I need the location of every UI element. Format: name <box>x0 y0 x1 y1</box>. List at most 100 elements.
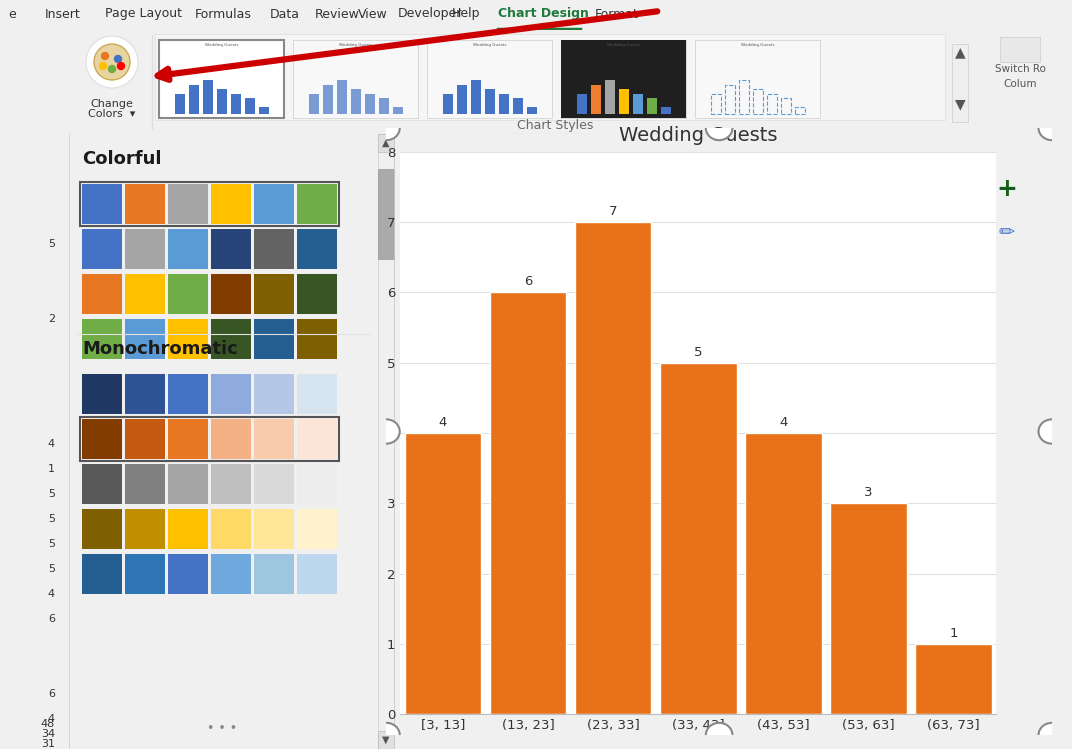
Bar <box>80 182 339 226</box>
Bar <box>766 94 777 114</box>
Circle shape <box>115 55 121 62</box>
Bar <box>297 274 337 314</box>
Bar <box>254 274 294 314</box>
Bar <box>259 107 269 114</box>
Text: 5: 5 <box>48 564 55 574</box>
Bar <box>125 274 165 314</box>
Bar <box>527 107 537 114</box>
Bar <box>952 44 968 122</box>
Bar <box>81 184 122 224</box>
Bar <box>297 509 337 549</box>
Bar <box>427 40 552 118</box>
Circle shape <box>94 44 130 80</box>
Text: Monochromatic: Monochromatic <box>81 340 238 358</box>
Text: Format: Format <box>595 7 639 20</box>
Circle shape <box>118 62 124 70</box>
Bar <box>605 80 615 114</box>
Bar <box>125 554 165 594</box>
Text: 4: 4 <box>48 589 55 599</box>
Text: Data: Data <box>270 7 300 20</box>
Text: Developer: Developer <box>398 7 462 20</box>
Bar <box>711 94 721 114</box>
Bar <box>125 419 165 459</box>
Bar <box>211 184 251 224</box>
Bar <box>575 222 652 714</box>
Bar <box>351 89 361 114</box>
Bar <box>125 374 165 414</box>
Bar <box>830 503 907 714</box>
Text: 2: 2 <box>48 314 55 324</box>
Bar <box>404 433 481 714</box>
Text: 34: 34 <box>41 729 55 739</box>
Bar <box>211 319 251 359</box>
Bar <box>378 731 394 749</box>
Bar <box>168 319 208 359</box>
Bar <box>168 419 208 459</box>
Bar <box>695 40 820 118</box>
Text: Page Layout: Page Layout <box>105 7 182 20</box>
Bar <box>337 80 347 114</box>
Circle shape <box>1039 116 1066 140</box>
Bar <box>211 509 251 549</box>
Bar <box>168 509 208 549</box>
Circle shape <box>100 62 106 70</box>
Bar <box>661 107 671 114</box>
Text: Change: Change <box>90 99 133 109</box>
Bar <box>297 184 337 224</box>
Bar <box>364 94 375 114</box>
Bar <box>81 374 122 414</box>
Text: Wedding Guests: Wedding Guests <box>205 43 239 47</box>
Bar <box>513 98 523 114</box>
Bar <box>254 464 294 504</box>
Text: View: View <box>358 7 388 20</box>
Bar <box>254 184 294 224</box>
Bar <box>490 293 566 714</box>
Bar <box>443 94 453 114</box>
Bar <box>739 80 749 114</box>
Bar <box>211 274 251 314</box>
Text: Insert: Insert <box>45 7 80 20</box>
Bar <box>619 89 629 114</box>
Text: 31: 31 <box>41 739 55 749</box>
Bar <box>81 319 122 359</box>
Text: 5: 5 <box>48 489 55 499</box>
Bar <box>217 89 227 114</box>
Bar <box>125 184 165 224</box>
Bar <box>297 464 337 504</box>
Text: ✏: ✏ <box>999 222 1015 241</box>
Text: Switch Ro: Switch Ro <box>995 64 1045 74</box>
Bar <box>254 229 294 269</box>
Bar <box>1000 37 1040 62</box>
Bar <box>168 229 208 269</box>
Text: Wedding Guests: Wedding Guests <box>607 43 641 47</box>
Bar <box>125 319 165 359</box>
Bar <box>293 40 418 118</box>
Circle shape <box>373 723 400 748</box>
Text: 7: 7 <box>609 205 617 218</box>
Bar <box>81 509 122 549</box>
Bar <box>378 134 394 152</box>
Circle shape <box>373 419 400 443</box>
Bar <box>781 98 791 114</box>
Text: 4: 4 <box>779 416 788 428</box>
Text: ▼: ▼ <box>955 97 965 111</box>
Bar <box>457 85 467 114</box>
Text: Wedding Guests: Wedding Guests <box>741 43 775 47</box>
Bar <box>211 374 251 414</box>
Text: 48: 48 <box>41 719 55 729</box>
Text: 5: 5 <box>48 539 55 549</box>
Text: 4: 4 <box>48 439 55 449</box>
Bar <box>168 374 208 414</box>
Bar <box>155 34 946 120</box>
Bar <box>647 98 657 114</box>
Text: Colum: Colum <box>1003 79 1037 89</box>
Text: 6: 6 <box>524 276 532 288</box>
Title: Wedding Guests: Wedding Guests <box>619 126 777 145</box>
Text: Chart Styles: Chart Styles <box>517 120 593 133</box>
Bar <box>297 419 337 459</box>
Text: 6: 6 <box>48 614 55 624</box>
Bar <box>297 554 337 594</box>
Bar <box>254 374 294 414</box>
Bar <box>378 169 394 259</box>
Bar <box>471 80 481 114</box>
